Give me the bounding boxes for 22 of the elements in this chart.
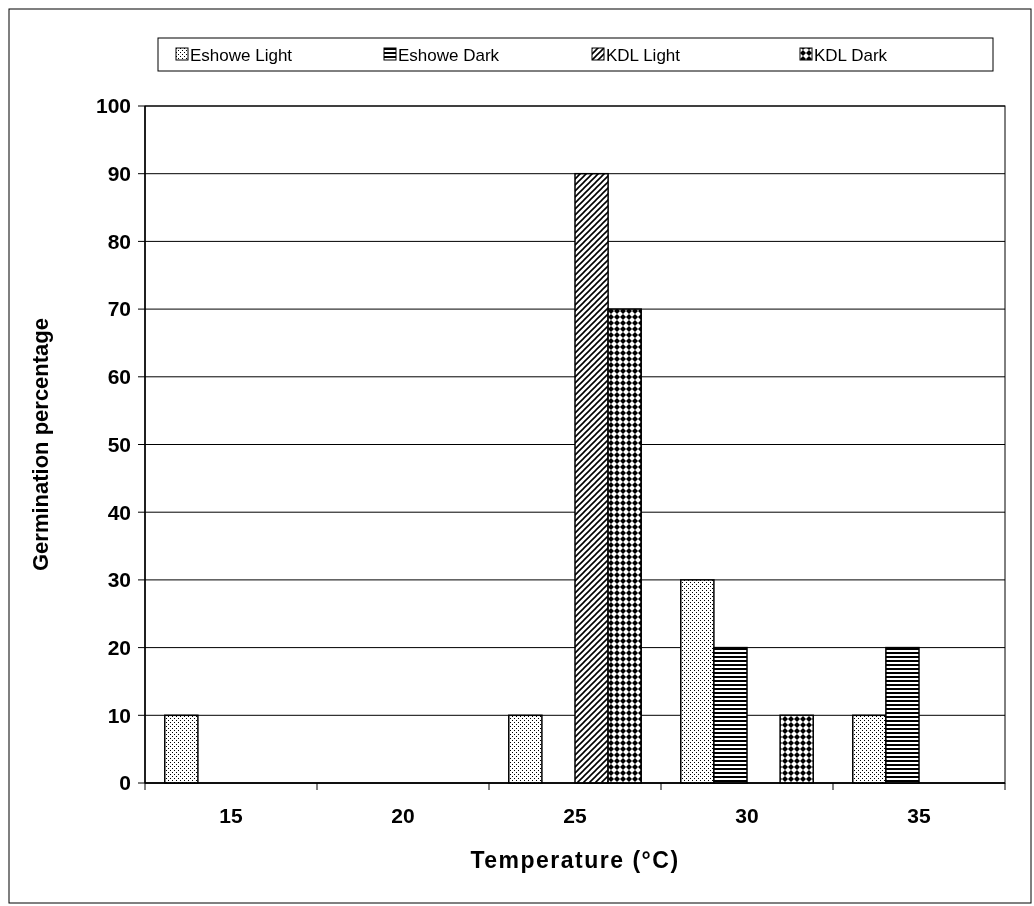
x-tick-label: 25 <box>563 804 587 827</box>
y-tick-label: 70 <box>107 297 131 321</box>
x-tick-label: 30 <box>735 804 759 827</box>
legend-label: KDL Dark <box>814 45 888 65</box>
y-tick-label: 0 <box>119 771 131 795</box>
legend-label: Eshowe Dark <box>398 45 500 65</box>
y-axis-title: Germination percentage <box>28 317 53 572</box>
y-tick-label: 50 <box>107 432 131 456</box>
y-tick-label: 10 <box>107 703 131 727</box>
y-tick-label: 30 <box>107 568 131 592</box>
y-tick-label: 90 <box>107 162 131 186</box>
legend-label: Eshowe Light <box>190 45 293 65</box>
x-axis-title: Temperature (°C) <box>470 847 680 873</box>
x-tick-label: 20 <box>391 804 415 827</box>
x-tick-label: 15 <box>219 804 243 827</box>
y-tick-label: 100 <box>95 94 131 118</box>
y-tick-label: 40 <box>107 500 131 524</box>
y-tick-label: 80 <box>107 229 131 253</box>
x-tick-label: 35 <box>907 804 931 827</box>
y-tick-label: 20 <box>107 635 131 659</box>
legend-label: KDL Light <box>606 45 681 65</box>
y-tick-label: 60 <box>107 365 131 389</box>
